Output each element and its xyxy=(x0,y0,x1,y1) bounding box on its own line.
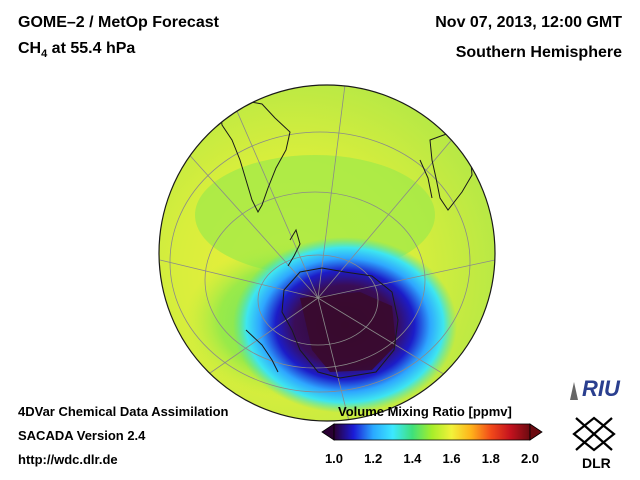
dlr-logo: DLR xyxy=(562,412,626,477)
riu-logo-text: RIU xyxy=(582,376,621,401)
graticule xyxy=(159,85,495,421)
colorbar-ramp xyxy=(333,423,531,441)
footer-system: 4DVar Chemical Data Assimilation xyxy=(18,404,229,419)
species-subscript: 4 xyxy=(41,48,48,61)
colorbar-tick-label: 1.8 xyxy=(481,451,500,466)
globe-outline xyxy=(158,84,496,422)
datetime-label: Nov 07, 2013, 12:00 GMT xyxy=(435,14,622,31)
colorbar-tick-label: 1.4 xyxy=(403,451,422,466)
colorbar-min-arrow xyxy=(321,423,335,441)
colorbar-tick-label: 1.0 xyxy=(324,451,344,466)
dlr-logo-text: DLR xyxy=(582,455,611,471)
pressure-level: at 55.4 hPa xyxy=(47,40,136,57)
colorbar-title: Volume Mixing Ratio [ppmv] xyxy=(338,404,512,419)
species-level-title: CH4 at 55.4 hPa xyxy=(18,40,135,60)
riu-logo: RIU xyxy=(566,372,630,409)
species-name: CH xyxy=(18,40,42,57)
region-label: Southern Hemisphere xyxy=(455,44,622,61)
vortex-core xyxy=(300,292,396,372)
colorbar-tick-label: 2.0 xyxy=(520,451,540,466)
colorbar-tick-label: 1.6 xyxy=(442,451,461,466)
product-title: GOME–2 / MetOp Forecast xyxy=(18,14,219,31)
colorbar-max-arrow xyxy=(529,423,543,441)
colorbar-tick-label: 1.2 xyxy=(364,451,383,466)
footer-url[interactable]: http://wdc.dlr.de xyxy=(18,452,118,467)
footer-version: SACADA Version 2.4 xyxy=(18,428,146,443)
